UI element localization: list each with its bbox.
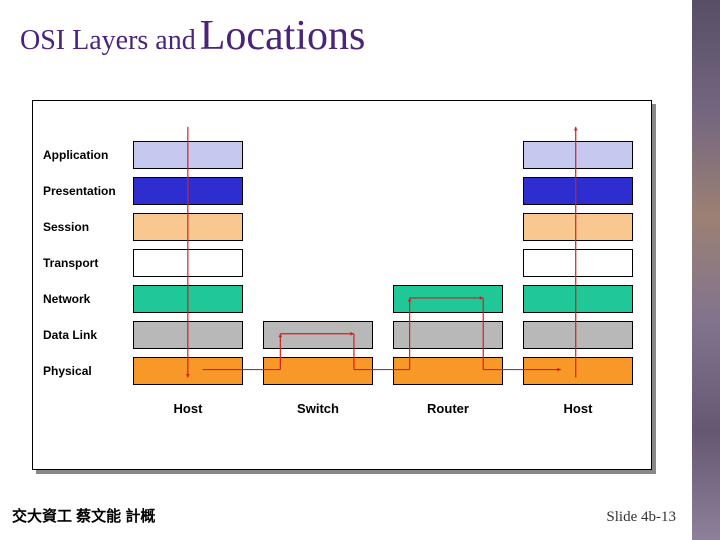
layer-bar xyxy=(133,249,243,277)
node-label: Host xyxy=(133,401,243,416)
layer-bar xyxy=(523,141,633,169)
footer-slide-number: Slide 4b-13 xyxy=(606,509,676,526)
footer-author: 交大資工 蔡文能 計概 xyxy=(12,505,155,526)
layer-bar xyxy=(133,213,243,241)
layer-bar xyxy=(133,285,243,313)
decorative-side-border xyxy=(692,0,720,540)
layer-label: Presentation xyxy=(37,177,116,205)
layer-label: Transport xyxy=(37,249,98,277)
layer-bar xyxy=(523,321,633,349)
layer-bar xyxy=(523,285,633,313)
layer-label: Data Link xyxy=(37,321,97,349)
layer-bar xyxy=(133,321,243,349)
layer-bar xyxy=(393,357,503,385)
osi-diagram: Application Presentation Session Transport N… xyxy=(32,100,652,470)
title-prefix: OSI Layers and xyxy=(20,25,196,56)
layer-bar xyxy=(263,357,373,385)
layer-bar xyxy=(523,249,633,277)
node-label: Router xyxy=(393,401,503,416)
slide-title: OSI Layers and Locations xyxy=(20,12,365,60)
layer-bar xyxy=(263,321,373,349)
layer-label: Session xyxy=(37,213,89,241)
node-label: Host xyxy=(523,401,633,416)
title-main: Locations xyxy=(200,13,366,59)
layer-bar xyxy=(523,357,633,385)
layer-label: Physical xyxy=(37,357,92,385)
layer-bar xyxy=(523,177,633,205)
layer-bar xyxy=(393,285,503,313)
layer-bar xyxy=(523,213,633,241)
layer-bar xyxy=(133,177,243,205)
layer-bar xyxy=(393,321,503,349)
node-label: Switch xyxy=(263,401,373,416)
layer-bar xyxy=(133,357,243,385)
layer-bar xyxy=(133,141,243,169)
layer-label: Application xyxy=(37,141,108,169)
layer-label: Network xyxy=(37,285,90,313)
